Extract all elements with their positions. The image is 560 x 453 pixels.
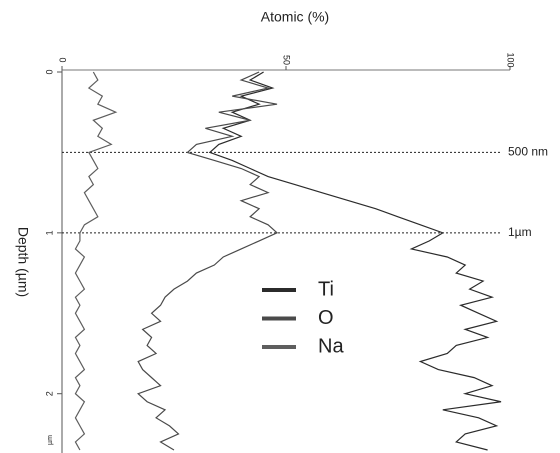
- x-tick-label: 50: [282, 55, 292, 65]
- depth-marker-label: 1µm: [508, 225, 532, 239]
- depth-marker-label: 500 nm: [508, 145, 548, 159]
- series-line: [74, 71, 118, 451]
- x-tick-label: 0: [58, 57, 68, 62]
- y-axis-title: Depth (µm): [15, 227, 31, 297]
- x-axis-title: Atomic (%): [261, 9, 329, 25]
- y-tick-label: 2: [44, 391, 54, 396]
- y-unit: µm: [47, 435, 54, 445]
- series-line: [208, 71, 502, 451]
- legend-label: O: [318, 307, 334, 329]
- legend-label: Ti: [318, 278, 334, 300]
- series-line: [137, 71, 279, 451]
- legend-label: Na: [318, 335, 344, 357]
- y-tick-label: 1: [44, 230, 54, 235]
- y-tick-label: 0: [44, 69, 54, 74]
- x-tick-label: 100: [506, 52, 516, 67]
